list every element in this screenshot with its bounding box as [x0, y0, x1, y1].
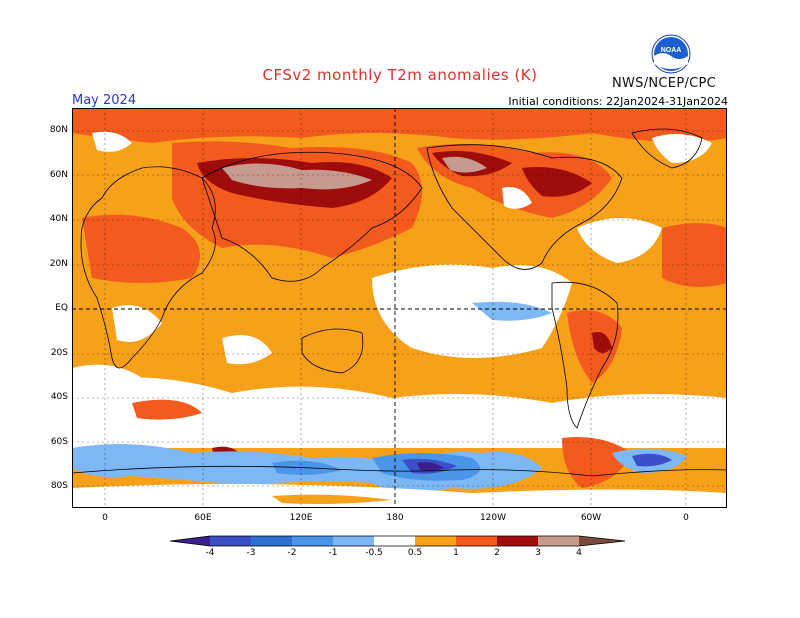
- colorbar: [170, 535, 626, 547]
- lat-label: 80N: [49, 125, 68, 135]
- lon-label: 120W: [479, 513, 507, 523]
- colorbar-label: -3: [246, 548, 256, 558]
- colorbar-label: 2: [494, 548, 500, 558]
- colorbar-min-arrow: [170, 536, 210, 546]
- lon-label: 180: [386, 513, 404, 523]
- lon-label: 60W: [580, 513, 602, 523]
- lat-label: EQ: [55, 303, 68, 313]
- lat-label: 40N: [49, 214, 68, 224]
- lon-label: 0: [102, 513, 108, 523]
- colorbar-label: 3: [535, 548, 541, 558]
- map-frame: [72, 108, 727, 508]
- lat-label: 20S: [50, 348, 68, 358]
- colorbar-label: 4: [576, 548, 582, 558]
- colorbar-max-arrow: [579, 536, 625, 546]
- organization-label: NWS/NCEP/CPC: [612, 76, 717, 91]
- lon-label: 60E: [194, 513, 212, 523]
- lat-label: 60N: [49, 170, 68, 180]
- lat-label: 40S: [50, 392, 68, 402]
- lon-label: 0: [683, 513, 689, 523]
- lat-label: 80S: [50, 481, 68, 491]
- noaa-logo-icon: NOAA: [651, 34, 691, 74]
- colorbar-label: -2: [287, 548, 297, 558]
- anomaly-map: [72, 108, 727, 508]
- initial-conditions: Initial conditions: 22Jan2024-31Jan2024: [508, 95, 728, 108]
- colorbar-label: -0.5: [365, 548, 383, 558]
- chart-title: CFSv2 monthly T2m anomalies (K): [262, 66, 538, 84]
- colorbar-label: 1: [453, 548, 459, 558]
- forecast-month: May 2024: [72, 93, 137, 108]
- colorbar-label: 0.5: [407, 548, 423, 558]
- colorbar-label: -1: [328, 548, 338, 558]
- lat-label: 60S: [50, 437, 68, 447]
- colorbar-label: -4: [205, 548, 215, 558]
- lon-label: 120E: [289, 513, 313, 523]
- lat-label: 20N: [49, 259, 68, 269]
- logo-text: NOAA: [661, 47, 682, 54]
